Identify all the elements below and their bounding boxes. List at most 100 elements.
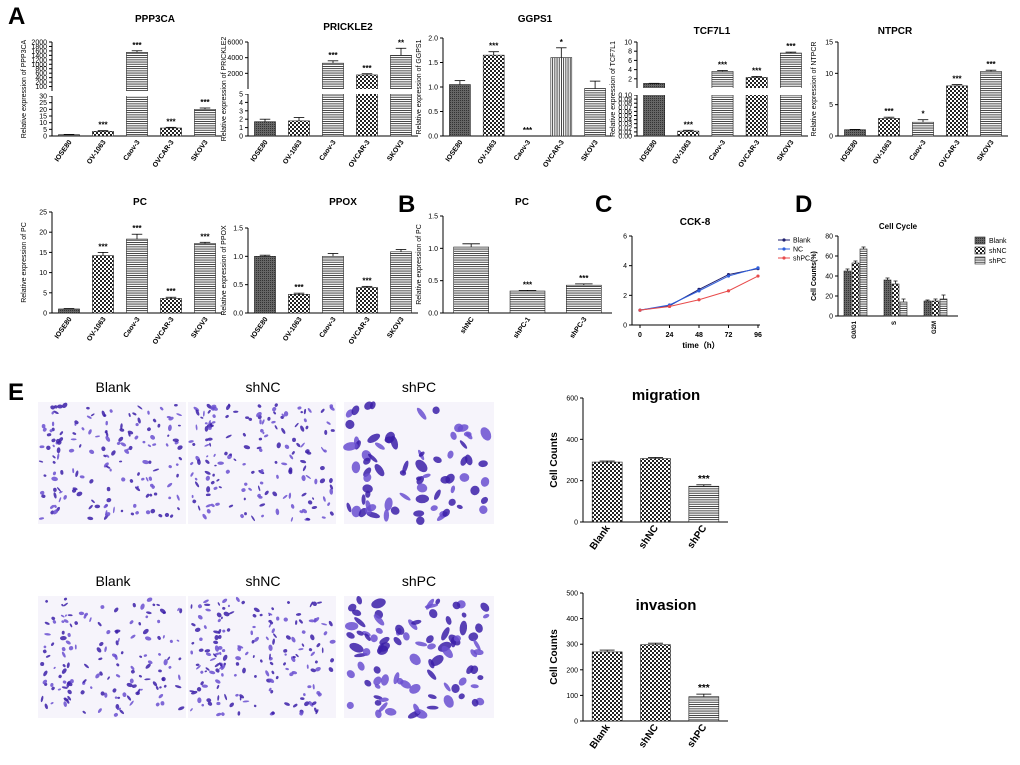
stained-cell: [308, 701, 314, 707]
bar-blank-g2m: [923, 300, 932, 317]
tick-label: 2: [623, 293, 627, 300]
bar-iose80: [254, 256, 276, 314]
stained-cell: [205, 504, 212, 508]
stained-cell: [291, 636, 296, 643]
stained-cell: [378, 642, 390, 652]
bar-caov-3: [322, 62, 344, 137]
tick-label: 1.5: [233, 226, 243, 233]
category-label: OV-1063: [86, 139, 108, 166]
stained-cell: [415, 494, 430, 504]
stained-cell: [303, 418, 307, 423]
stained-cell: [418, 451, 425, 457]
bar-skov3: [390, 251, 412, 314]
stained-cell: [268, 678, 275, 683]
chart-title: PPOX: [329, 197, 357, 208]
stained-cell: [461, 612, 467, 618]
stained-cell: [308, 648, 313, 652]
stained-cell: [294, 422, 299, 428]
tick-label: 0.05: [618, 113, 632, 120]
tick-label: 4: [239, 100, 243, 107]
legend-swatch-shpc: [974, 256, 986, 265]
tick-label: 600: [35, 71, 47, 78]
stained-cell: [243, 445, 251, 450]
chart-title: GGPS1: [518, 14, 553, 25]
stained-cell: [316, 601, 322, 604]
tick-label: 800: [35, 66, 47, 73]
stained-cell: [251, 515, 255, 522]
chart-title: invasion: [636, 597, 697, 614]
stained-cell: [259, 503, 266, 507]
stained-cell: [298, 648, 304, 651]
micrograph-panel: [188, 596, 336, 718]
stained-cell: [200, 681, 204, 686]
stained-cell: [222, 629, 226, 633]
tick-label: 400: [566, 616, 578, 623]
stained-cell: [207, 426, 212, 430]
stained-cell: [116, 663, 120, 667]
category-label: OVCAR-3: [348, 316, 372, 346]
stained-cell: [61, 630, 65, 635]
stained-cell: [133, 503, 137, 508]
tick-label: 500: [566, 591, 578, 598]
y-axis-label: Relative expression of PRICKLE2: [221, 37, 228, 142]
stained-cell: [288, 469, 293, 475]
stained-cell: [72, 487, 78, 491]
stained-cell: [84, 612, 89, 617]
category-label: Blank: [588, 722, 613, 751]
stained-cell: [430, 505, 438, 511]
stained-cell: [99, 642, 104, 647]
stained-cell: [328, 620, 333, 627]
stained-cell: [67, 689, 72, 695]
stained-cell: [443, 695, 454, 708]
stained-cell: [261, 419, 265, 425]
stained-cell: [221, 649, 226, 653]
chart-title: CCK-8: [680, 217, 711, 228]
bar-shnc: [453, 246, 489, 314]
axis-break: [244, 89, 418, 94]
stained-cell: [69, 623, 73, 628]
bar-shpc: [688, 696, 720, 722]
stained-cell: [217, 602, 221, 606]
stained-cell: [222, 606, 226, 610]
stained-cell: [441, 627, 450, 641]
stained-cell: [213, 630, 220, 634]
stained-cell: [94, 504, 101, 509]
stained-cell: [168, 665, 172, 669]
tick-label: 10: [39, 120, 47, 127]
stained-cell: [147, 660, 153, 665]
tick-label: 15: [825, 40, 833, 47]
stained-cell: [233, 458, 237, 462]
stained-cell: [237, 711, 241, 716]
stained-cell: [120, 651, 124, 655]
stained-cell: [104, 430, 108, 434]
stained-cell: [155, 702, 160, 707]
stained-cell: [53, 666, 56, 669]
bar-shnc-g0-g1: [851, 262, 860, 317]
stained-cell: [321, 623, 328, 626]
stained-cell: [454, 423, 464, 433]
stained-cell: [329, 511, 334, 516]
stained-cell: [216, 612, 222, 618]
stained-cell: [197, 615, 203, 620]
stained-cell: [411, 619, 422, 625]
stained-cell: [205, 652, 212, 657]
stained-cell: [63, 602, 68, 607]
stained-cell: [63, 619, 69, 623]
stained-cell: [346, 701, 354, 709]
category-label: SKOV3: [976, 139, 995, 163]
data-point-nc: [697, 289, 701, 293]
stained-cell: [367, 453, 378, 463]
stained-cell: [58, 674, 62, 679]
stained-cell: [308, 619, 315, 623]
category-label: Caov-3: [708, 139, 727, 162]
stained-cell: [190, 604, 193, 609]
stained-cell: [296, 442, 301, 448]
bar-ovcar-3: [160, 298, 182, 314]
significance-label: ***: [328, 51, 338, 60]
stained-cell: [95, 673, 100, 679]
stained-cell: [175, 463, 179, 466]
stained-cell: [82, 679, 87, 683]
stained-cell: [178, 706, 185, 711]
category-label: shPC-1: [513, 316, 533, 340]
